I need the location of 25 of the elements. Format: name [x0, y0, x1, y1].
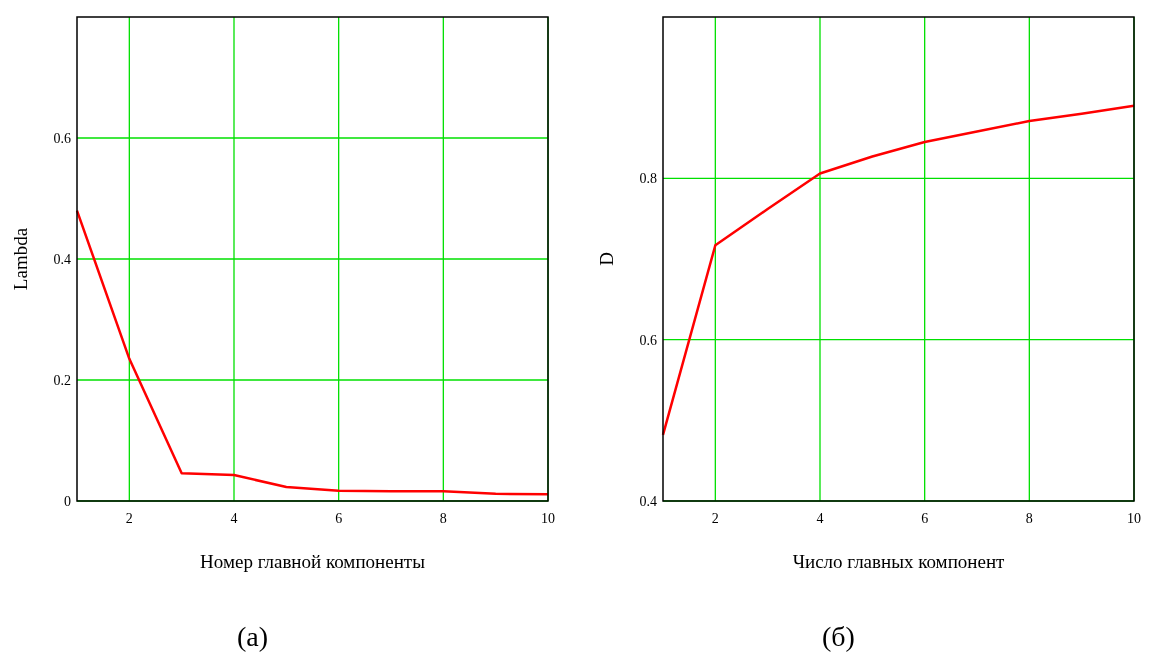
x-tick-label: 2	[125, 511, 133, 526]
y-tick-label: 0.2	[53, 373, 71, 388]
y-tick-label: 0.6	[53, 131, 71, 146]
y-tick-label: 0.6	[639, 332, 657, 348]
y-tick-label: 0	[64, 494, 71, 509]
x-tick-label: 10	[541, 511, 555, 526]
x-tick-label: 4	[816, 511, 824, 526]
x-tick-label: 6	[335, 511, 343, 526]
y-tick-label: 0.4	[53, 252, 71, 267]
x-tick-label: 8	[1025, 511, 1033, 526]
y-tick-label: 0.8	[639, 171, 657, 187]
x-axis-title: Номер главной компоненты	[200, 551, 426, 572]
x-axis-title: Число главных компонент	[792, 551, 1006, 572]
x-tick-label: 4	[230, 511, 238, 526]
line-series	[75, 209, 550, 496]
line-series	[661, 104, 1136, 437]
y-tick-label: 0.4	[639, 494, 657, 509]
x-tick-label: 6	[921, 511, 929, 526]
y-axis-title: Lambda	[10, 227, 31, 291]
text: (б)	[822, 621, 855, 652]
x-tick-label: 2	[711, 511, 719, 526]
text: (а)	[236, 621, 269, 652]
y-axis-title: D	[596, 252, 617, 266]
x-tick-label: 8	[439, 511, 447, 526]
x-tick-label: 10	[1127, 511, 1141, 526]
